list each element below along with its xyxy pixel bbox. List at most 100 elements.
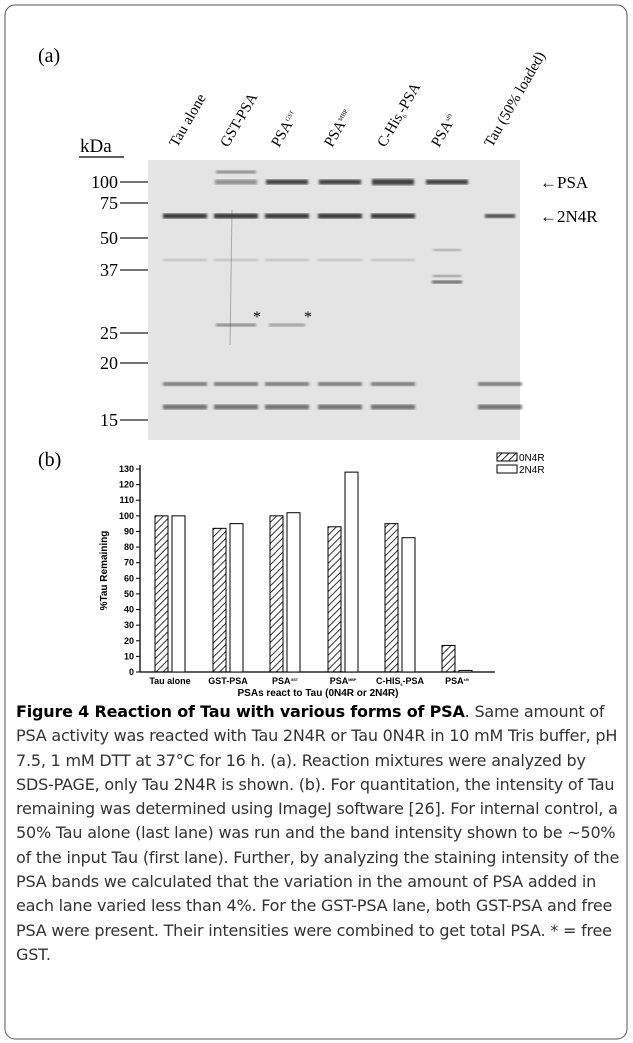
asterisk: * [253, 309, 261, 326]
marker-label: 75 [100, 193, 118, 213]
panel-b: (b) 0102030405060708090100110120130%Tau … [38, 449, 545, 699]
bar [459, 670, 472, 672]
gel-band [478, 382, 522, 386]
gel-band [318, 259, 362, 261]
label: PSAsf9 [429, 112, 460, 150]
gel-band [214, 259, 258, 261]
label-text: PSA [322, 118, 350, 150]
gel [148, 160, 520, 440]
y-tick-label: 100 [119, 511, 134, 521]
bar [213, 528, 226, 672]
label: GST-PSA [208, 676, 248, 686]
label: Tau alone [167, 91, 210, 150]
label-text: PSA [429, 118, 457, 150]
gel-band [215, 180, 257, 185]
label-text: Tau alone [149, 676, 190, 686]
label: PSAGST [272, 676, 299, 686]
gel-band [433, 275, 461, 277]
y-axis-label: %Tau Remaining [99, 531, 110, 611]
y-tick-label: 30 [124, 620, 134, 630]
gel-band [372, 179, 414, 185]
gel-band [216, 171, 256, 174]
label: PSAsf9 [445, 676, 469, 686]
gel-band [265, 382, 309, 386]
bar [230, 524, 243, 672]
band-label: ←2N4R [540, 207, 598, 226]
caption: Figure 4 Reaction of Tau with various fo… [16, 700, 620, 967]
page: (a) kDa 100755037252015Tau aloneGST-PSAP… [0, 0, 633, 1043]
label-tail: -PSA [394, 80, 424, 116]
gel-band [163, 382, 207, 386]
gel-band [478, 405, 522, 410]
gel-band [163, 405, 207, 410]
gel-band [214, 382, 258, 386]
legend-swatch [497, 465, 517, 473]
gel-band [319, 180, 361, 185]
y-tick-label: 90 [124, 526, 134, 536]
bar [155, 516, 168, 672]
label: C-HIS6-PSA [376, 676, 425, 687]
marker-label: 50 [100, 228, 118, 248]
marker-label: 20 [100, 353, 118, 373]
y-tick-label: 110 [119, 495, 134, 505]
gel-band [265, 214, 309, 219]
gel-band [371, 382, 415, 386]
gel-band [371, 214, 415, 219]
y-tick-label: 40 [124, 605, 134, 615]
panel-a: (a) kDa 100755037252015Tau aloneGST-PSAP… [38, 45, 598, 440]
gel-band [265, 259, 309, 261]
label-sup: sf9 [464, 678, 469, 682]
marker-label: 37 [100, 260, 118, 280]
y-tick-label: 20 [124, 636, 134, 646]
label-sup: MBP [348, 678, 357, 682]
bar [345, 472, 358, 672]
gel-band [163, 259, 207, 261]
band-label: ←PSA [540, 173, 589, 192]
bar [442, 645, 455, 672]
label-sup: MBP [338, 108, 350, 123]
y-tick-label: 50 [124, 589, 134, 599]
gel-band [318, 382, 362, 386]
panel-label: (b) [38, 449, 61, 471]
unit-label: kDa [80, 136, 112, 157]
label: Tau alone [149, 676, 190, 686]
gel-band [214, 214, 258, 219]
bar [287, 513, 300, 672]
label-text: GST-PSA [208, 676, 248, 686]
label-tail: -PSA [402, 676, 424, 686]
gel-band [265, 405, 309, 410]
y-tick-label: 130 [119, 464, 134, 474]
bar [385, 524, 398, 672]
caption-title: Figure 4 Reaction of Tau with various fo… [16, 702, 465, 721]
gel-band [216, 324, 256, 327]
marker-label: 25 [100, 323, 118, 343]
label-text: PSA [330, 676, 349, 686]
gel-band [485, 214, 515, 218]
label-text: C-HIS [376, 676, 401, 686]
label-text: Tau (50% loaded) [482, 49, 549, 150]
marker-label: 100 [91, 172, 118, 192]
bar [172, 516, 185, 672]
label-text: PSA [445, 676, 464, 686]
label: PSAMBP [322, 107, 356, 150]
label-sup: GST [285, 110, 296, 123]
y-tick-label: 80 [124, 542, 134, 552]
caption-text: . Same amount of PSA activity was reacte… [16, 702, 619, 964]
gel-band [214, 405, 258, 410]
panel-label: (a) [38, 45, 60, 67]
gel-band [269, 324, 305, 327]
y-tick-label: 70 [124, 558, 134, 568]
legend-label: 0N4R [519, 453, 545, 464]
y-tick-label: 0 [129, 667, 134, 677]
y-tick-label: 120 [119, 480, 134, 490]
label: GST-PSA [218, 90, 262, 150]
label: PSAMBP [330, 676, 357, 686]
gel-band [433, 249, 461, 251]
y-tick-label: 10 [124, 651, 134, 661]
label-text: GST-PSA [218, 90, 262, 150]
gel-band [426, 180, 468, 185]
label-text: PSA [272, 676, 291, 686]
gel-band [266, 180, 308, 185]
legend-swatch [497, 453, 517, 461]
label-text: Tau alone [167, 91, 210, 150]
